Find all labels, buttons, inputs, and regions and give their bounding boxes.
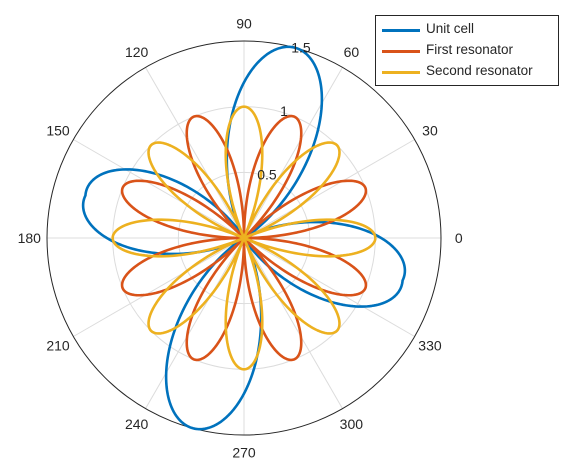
legend-swatch-unit-cell (382, 29, 420, 32)
theta-tick-label: 120 (125, 44, 149, 60)
legend-label-first-resonator: First resonator (426, 42, 514, 57)
theta-gridline (145, 67, 245, 239)
legend-swatch-first-resonator (382, 50, 420, 53)
theta-tick-label: 210 (46, 337, 70, 353)
theta-gridline (73, 139, 245, 239)
theta-tick-label: 0 (455, 230, 463, 246)
theta-gridline (145, 237, 245, 409)
series-line-second-resonator (111, 105, 377, 371)
legend-swatch-second-resonator (382, 71, 420, 74)
theta-tick-label: 180 (18, 230, 42, 246)
legend-item-first-resonator: First resonator (376, 41, 558, 61)
r-tick-label: 1 (280, 103, 288, 119)
theta-tick-label: 30 (422, 123, 438, 139)
theta-gridline (243, 139, 415, 239)
r-gridline (177, 171, 311, 305)
theta-tick-label: 270 (232, 445, 256, 461)
tick-labels: 0 30 60 90 120 150 180 210 240 270 300 330 0.5 1 1.5 (18, 15, 463, 460)
theta-gridline (243, 237, 415, 337)
theta-gridline (243, 237, 343, 409)
legend-item-second-resonator: Second resonator (376, 62, 558, 82)
theta-tick-label: 60 (344, 44, 360, 60)
theta-tick-label: 240 (125, 416, 149, 432)
theta-tick-label: 150 (46, 123, 70, 139)
theta-gridline (243, 67, 343, 239)
legend-label-second-resonator: Second resonator (426, 63, 533, 78)
theta-tick-label: 90 (236, 15, 252, 31)
r-tick-label: 1.5 (291, 40, 311, 56)
r-tick-label: 0.5 (257, 167, 277, 183)
theta-tick-label: 300 (340, 416, 364, 432)
theta-gridline (73, 237, 245, 337)
theta-tick-label: 330 (418, 337, 442, 353)
legend-item-unit-cell: Unit cell (376, 20, 558, 40)
legend: Unit cell First resonator Second resonat… (375, 15, 559, 86)
polar-outer-ring (46, 40, 442, 436)
series-group (81, 45, 407, 431)
legend-label-unit-cell: Unit cell (426, 21, 475, 36)
